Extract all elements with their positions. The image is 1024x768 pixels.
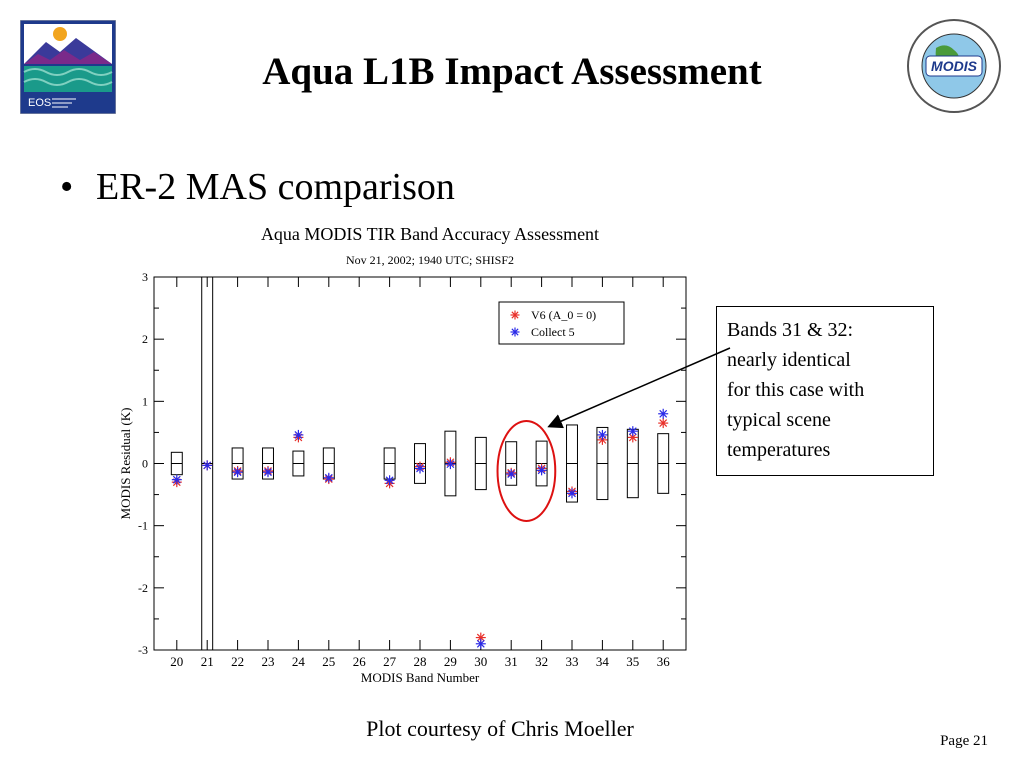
data-point (475, 638, 486, 649)
legend-box (498, 301, 625, 345)
bullet-dot: • (60, 166, 74, 208)
data-point (658, 408, 669, 419)
data-point (263, 467, 273, 478)
y-tick-label: 3 (142, 270, 148, 284)
data-point (202, 460, 213, 471)
callout-line: Bands 31 & 32: (727, 319, 854, 341)
y-tick-label: 0 (142, 457, 148, 471)
data-point (567, 488, 577, 499)
data-point (445, 459, 456, 470)
y-tick-label: -2 (138, 581, 148, 595)
x-axis-label: MODIS Band Number (361, 670, 480, 685)
data-point (597, 429, 608, 440)
x-tick-label: 32 (535, 654, 548, 669)
x-tick-label: 22 (231, 654, 244, 669)
y-tick-label: -1 (138, 519, 148, 533)
legend-label: Collect 5 (531, 325, 575, 339)
data-point (627, 426, 638, 437)
eos-logo: EOS (20, 20, 116, 114)
data-point (658, 418, 669, 429)
x-tick-label: 31 (505, 654, 518, 669)
x-tick-label: 27 (383, 654, 397, 669)
x-tick-label: 25 (322, 654, 335, 669)
data-point (384, 475, 395, 486)
legend-marker (510, 310, 520, 320)
x-tick-label: 24 (292, 654, 306, 669)
chart-subtitle: Nov 21, 2002; 1940 UTC; SHISF2 (346, 253, 514, 267)
modis-logo-text: MODIS (931, 58, 978, 74)
y-tick-label: 1 (142, 394, 148, 408)
x-tick-label: 21 (201, 654, 214, 669)
x-tick-label: 26 (353, 654, 367, 669)
x-tick-label: 34 (596, 654, 610, 669)
x-tick-label: 28 (414, 654, 427, 669)
x-tick-label: 29 (444, 654, 457, 669)
x-tick-label: 23 (262, 654, 275, 669)
x-tick-label: 20 (170, 654, 183, 669)
bullet-text: ER-2 MAS comparison (96, 166, 455, 208)
plot-caption: Plot courtesy of Chris Moeller (366, 716, 634, 741)
legend-marker (510, 327, 520, 337)
y-tick-label: -3 (138, 643, 148, 657)
x-tick-label: 33 (566, 654, 579, 669)
modis-support-team-logo: MODIS (907, 19, 1001, 113)
callout-line: for this case with (727, 379, 865, 401)
bullet-item: • ER-2 MAS comparison (60, 162, 455, 212)
callout-line: typical scene (727, 409, 831, 431)
y-tick-label: 2 (142, 332, 148, 346)
data-point (506, 469, 517, 480)
legend-label: V6 (A_0 = 0) (531, 308, 596, 322)
data-point (293, 429, 304, 440)
x-tick-label: 30 (474, 654, 487, 669)
callout-line: nearly identical (727, 349, 851, 371)
x-tick-label: 35 (626, 654, 639, 669)
slide-title: Aqua L1B Impact Assessment (262, 50, 762, 93)
residual-chart: Aqua MODIS TIR Band Accuracy Assessment N… (118, 224, 687, 685)
data-point (323, 472, 334, 483)
data-point (171, 474, 182, 485)
callout-box: Bands 31 & 32: nearly identical for this… (716, 306, 934, 476)
page-number: Page 21 (940, 733, 988, 749)
data-point (232, 467, 243, 478)
x-tick-label: 36 (657, 654, 671, 669)
data-point (536, 465, 547, 476)
eos-logo-text: EOS (28, 97, 51, 109)
callout-line: temperatures (727, 439, 831, 461)
data-point (415, 463, 425, 474)
highlight-ellipse (496, 419, 557, 522)
chart-title: Aqua MODIS TIR Band Accuracy Assessment (261, 224, 599, 244)
uncertainty-box (292, 450, 305, 477)
y-axis-label: MODIS Residual (K) (118, 408, 133, 520)
